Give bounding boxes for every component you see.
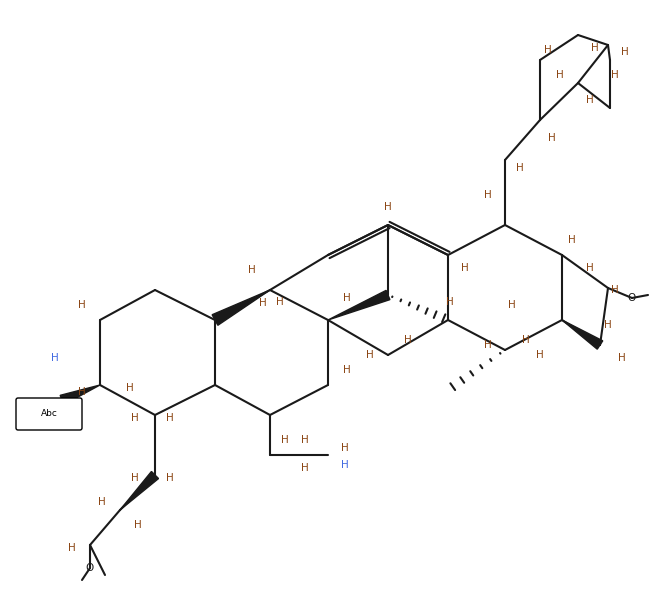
Text: H: H — [131, 413, 139, 423]
FancyBboxPatch shape — [16, 398, 82, 430]
Text: H: H — [586, 263, 594, 273]
Polygon shape — [60, 385, 100, 405]
Text: H: H — [78, 300, 86, 310]
Text: H: H — [98, 497, 106, 507]
Text: H: H — [78, 387, 86, 397]
Text: O: O — [628, 293, 636, 303]
Text: H: H — [621, 47, 629, 57]
Polygon shape — [212, 290, 270, 326]
Text: H: H — [484, 340, 492, 350]
Text: H: H — [446, 297, 454, 307]
Text: H: H — [301, 463, 309, 473]
Text: H: H — [611, 285, 619, 295]
Text: H: H — [51, 353, 59, 363]
Text: H: H — [301, 435, 309, 445]
Text: H: H — [461, 263, 469, 273]
Text: H: H — [248, 265, 256, 275]
Text: H: H — [126, 383, 134, 393]
Text: H: H — [384, 202, 392, 212]
Text: H: H — [508, 300, 516, 310]
Text: H: H — [604, 320, 612, 330]
Text: H: H — [536, 350, 544, 360]
Text: H: H — [522, 335, 530, 345]
Text: H: H — [516, 163, 524, 173]
Text: H: H — [166, 473, 174, 483]
Text: H: H — [611, 70, 619, 80]
Text: H: H — [131, 473, 139, 483]
Text: H: H — [343, 365, 351, 375]
Text: H: H — [276, 297, 284, 307]
Polygon shape — [328, 290, 390, 320]
Text: H: H — [544, 45, 552, 55]
Text: H: H — [134, 520, 142, 530]
Text: H: H — [281, 435, 289, 445]
Text: H: H — [166, 413, 174, 423]
Text: H: H — [548, 133, 556, 143]
Text: H: H — [341, 443, 349, 453]
Text: H: H — [341, 460, 349, 470]
Polygon shape — [120, 472, 159, 510]
Text: H: H — [68, 543, 76, 553]
Text: H: H — [556, 70, 564, 80]
Text: O: O — [86, 563, 94, 573]
Text: H: H — [404, 335, 412, 345]
Text: H: H — [366, 350, 374, 360]
Text: H: H — [343, 293, 351, 303]
Text: H: H — [484, 190, 492, 200]
Text: H: H — [586, 95, 594, 105]
Text: H: H — [591, 43, 599, 53]
Text: H: H — [618, 353, 626, 363]
Text: H: H — [259, 298, 267, 308]
Polygon shape — [562, 320, 603, 349]
Text: H: H — [568, 235, 576, 245]
Text: Abc: Abc — [41, 409, 57, 419]
